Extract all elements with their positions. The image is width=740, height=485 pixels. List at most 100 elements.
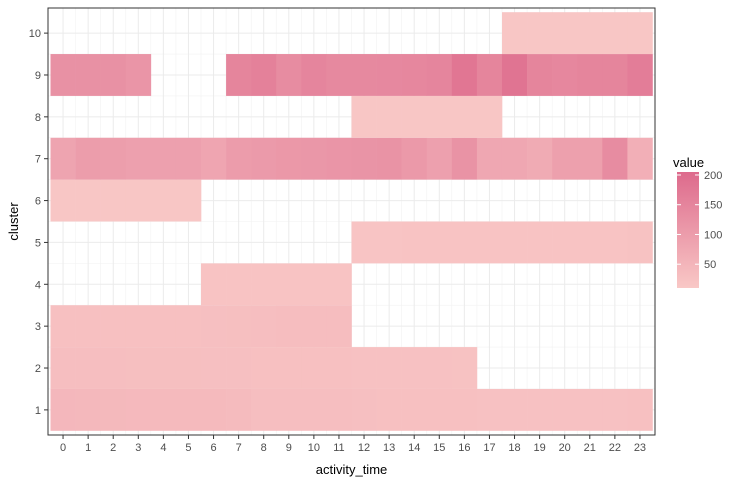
heatmap-tile <box>301 263 327 306</box>
heatmap-tile <box>226 305 252 348</box>
heatmap-tile <box>251 347 277 389</box>
heatmap-tile <box>175 388 202 431</box>
heatmap-tile <box>426 95 453 138</box>
heatmap-tile <box>326 305 352 348</box>
plot-panel <box>47 7 656 436</box>
heatmap-tile <box>251 137 277 180</box>
heatmap-tile <box>251 263 277 306</box>
y-tick-label: 3 <box>35 321 41 333</box>
heatmap-tile <box>326 137 352 180</box>
heatmap-tile <box>351 388 377 431</box>
x-tick-label: 7 <box>236 442 242 454</box>
x-tick-label: 16 <box>458 442 470 454</box>
x-tick-label: 20 <box>559 442 571 454</box>
heatmap-tile <box>577 54 603 96</box>
legend-tick-label: 50 <box>704 259 716 271</box>
heatmap-tile <box>125 54 152 96</box>
legend-colorbar <box>677 172 699 288</box>
heatmap-tile <box>627 221 653 264</box>
heatmap-tile <box>276 347 302 389</box>
heatmap-tile <box>150 388 177 431</box>
heatmap-tile <box>376 54 402 96</box>
heatmap-tile <box>376 95 402 138</box>
heatmap-tile <box>501 54 528 96</box>
x-tick-label: 14 <box>408 442 420 454</box>
heatmap-tile <box>100 305 127 348</box>
heatmap-tile <box>451 54 478 96</box>
heatmap-tile <box>75 54 101 96</box>
heatmap-tile <box>527 221 553 264</box>
x-tick-label: 6 <box>210 442 216 454</box>
heatmap-tile <box>75 347 101 389</box>
heatmap-tile <box>501 388 528 431</box>
heatmap-tile <box>201 388 227 431</box>
heatmap-tile <box>476 221 503 264</box>
heatmap-tile <box>527 137 553 180</box>
x-tick-label: 23 <box>634 442 646 454</box>
heatmap-tile <box>376 388 402 431</box>
heatmap-tile <box>476 95 503 138</box>
heatmap-tile <box>251 388 277 431</box>
heatmap-tile <box>226 263 252 306</box>
x-tick-label: 5 <box>185 442 191 454</box>
heatmap-tile <box>175 347 202 389</box>
heatmap-tile <box>401 95 428 138</box>
heatmap-tile <box>150 179 177 222</box>
y-tick-label: 6 <box>35 196 41 208</box>
heatmap-tile <box>476 54 503 96</box>
heatmap-tile <box>527 12 553 55</box>
heatmap-tile <box>100 137 127 180</box>
x-axis-ticks: 0 1 2 3 4 5 6 7 8 9 10 11 12 13 14 15 16 17 18 19 20 21 22 23 <box>60 435 646 454</box>
heatmap-tile <box>351 95 377 138</box>
heatmap-tile <box>627 12 653 55</box>
heatmap-tile <box>201 347 227 389</box>
heatmap-tile <box>201 137 227 180</box>
x-tick-label: 9 <box>286 442 292 454</box>
heatmap-tile <box>426 388 453 431</box>
heatmap-tile <box>351 347 377 389</box>
heatmap-tile <box>201 305 227 348</box>
heatmap-tile <box>150 137 177 180</box>
x-tick-label: 22 <box>609 442 621 454</box>
x-tick-label: 13 <box>383 442 395 454</box>
heatmap-tile <box>501 137 528 180</box>
heatmap-tile <box>451 347 478 389</box>
heatmap-tile <box>276 54 302 96</box>
heatmap-tile <box>577 388 603 431</box>
x-tick-label: 8 <box>261 442 267 454</box>
heatmap-tile <box>426 221 453 264</box>
heatmap-tile <box>376 137 402 180</box>
x-tick-label: 1 <box>85 442 91 454</box>
heatmap-tile <box>75 179 101 222</box>
heatmap-tile <box>401 388 428 431</box>
heatmap-tile <box>125 137 152 180</box>
heatmap-tile <box>50 305 76 348</box>
x-tick-label: 18 <box>508 442 520 454</box>
heatmap-tile <box>175 137 202 180</box>
x-tick-label: 19 <box>533 442 545 454</box>
y-tick-label: 4 <box>35 279 41 291</box>
heatmap-tile <box>125 388 152 431</box>
x-tick-label: 17 <box>483 442 495 454</box>
heatmap-tile <box>75 305 101 348</box>
y-tick-label: 9 <box>35 70 41 82</box>
heatmap-tile <box>501 221 528 264</box>
heatmap-tiles <box>50 12 653 431</box>
heatmap-tile <box>552 54 578 96</box>
x-tick-label: 11 <box>333 442 344 454</box>
heatmap-tile <box>100 179 127 222</box>
heatmap-tile <box>326 388 352 431</box>
heatmap-tile <box>201 263 227 306</box>
heatmap-tile <box>226 388 252 431</box>
heatmap-tile <box>251 54 277 96</box>
y-tick-label: 1 <box>35 405 41 417</box>
heatmap-tile <box>451 221 478 264</box>
heatmap-tile <box>276 388 302 431</box>
heatmap-tile <box>226 347 252 389</box>
x-tick-label: 3 <box>135 442 141 454</box>
legend-tick-label: 150 <box>704 200 722 212</box>
heatmap-tile <box>150 305 177 348</box>
heatmap-tile <box>401 137 428 180</box>
heatmap-tile <box>251 305 277 348</box>
heatmap-tile <box>50 347 76 389</box>
